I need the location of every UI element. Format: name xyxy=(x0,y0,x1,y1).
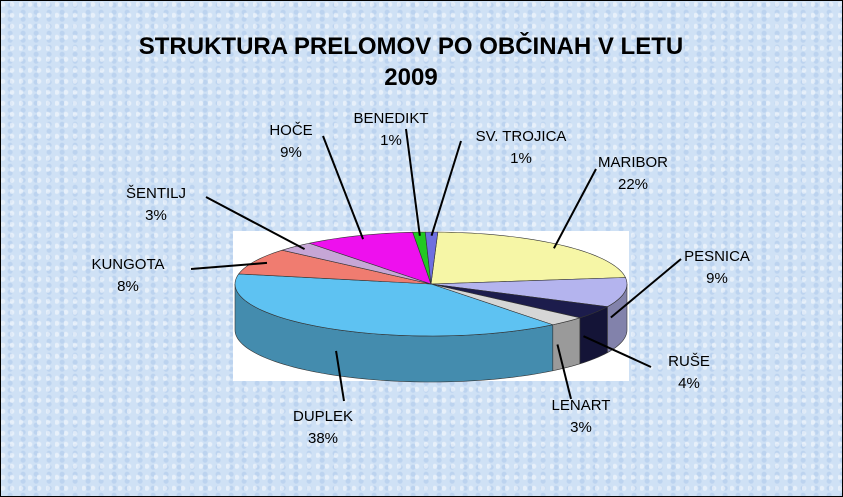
data-label-value: 8% xyxy=(117,278,139,295)
data-label-name: ŠENTILJ xyxy=(126,185,186,202)
leader-line xyxy=(322,135,365,240)
data-label-value: 3% xyxy=(570,419,592,436)
leader-line xyxy=(335,350,345,402)
data-label-name: PESNICA xyxy=(684,248,750,265)
leader-line xyxy=(205,196,306,251)
data-label-value: 9% xyxy=(280,144,302,161)
leader-line xyxy=(610,258,682,319)
data-label-value: 1% xyxy=(510,150,532,167)
data-label-name: RUŠE xyxy=(668,353,710,370)
leader-line xyxy=(190,261,268,270)
pie-slice xyxy=(238,249,432,285)
pie-slice xyxy=(308,231,432,285)
data-label-value: 1% xyxy=(380,132,402,149)
leader-line xyxy=(553,168,597,249)
data-label-value: 38% xyxy=(308,430,338,447)
data-label-value: 22% xyxy=(618,176,648,193)
leader-line xyxy=(430,140,462,236)
leader-line xyxy=(556,344,572,400)
data-label-name: DUPLEK xyxy=(293,408,353,425)
pie-slice xyxy=(430,231,626,285)
pie-slice xyxy=(234,273,554,337)
data-label-name: SV. TROJICA xyxy=(476,128,567,145)
pie-slice xyxy=(430,277,628,308)
data-label-value: 3% xyxy=(145,207,167,224)
pie-slice xyxy=(280,242,432,285)
data-label-name: KUNGOTA xyxy=(91,256,164,273)
pie-slice xyxy=(430,283,609,319)
data-label-name: HOČE xyxy=(269,122,312,139)
data-label-value: 4% xyxy=(678,375,700,392)
leader-line xyxy=(405,128,421,236)
chart-title: STRUKTURA PRELOMOV PO OBČINAH V LETU 200… xyxy=(138,33,684,91)
pie-slice xyxy=(424,231,439,285)
pie-slice xyxy=(430,283,582,326)
data-label-name: LENART xyxy=(552,397,611,414)
leader-line xyxy=(583,335,652,368)
data-label-name: BENEDIKT xyxy=(353,110,428,127)
pie-side xyxy=(552,317,581,372)
data-label-name: MARIBOR xyxy=(598,154,668,171)
data-label-value: 9% xyxy=(706,270,728,287)
